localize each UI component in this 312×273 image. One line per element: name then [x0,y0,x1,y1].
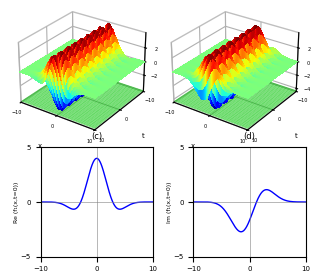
X-axis label: x: x [38,143,42,149]
Title: (c): (c) [91,132,102,141]
Y-axis label: Im (f₁(x,t=0)): Im (f₁(x,t=0)) [167,181,172,223]
Y-axis label: Re (f₁(x,t=0)): Re (f₁(x,t=0)) [14,181,19,223]
Y-axis label: t: t [295,133,297,139]
Title: (d): (d) [244,132,256,141]
Y-axis label: t: t [142,133,144,139]
X-axis label: x: x [191,143,195,149]
